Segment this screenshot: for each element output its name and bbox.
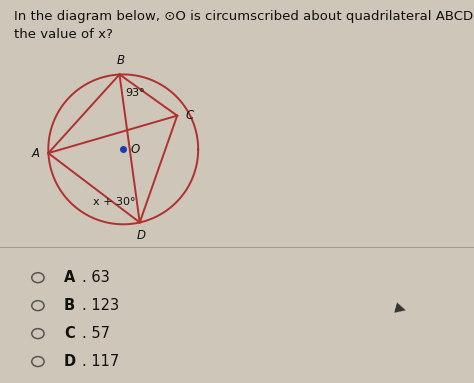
- Text: In the diagram below, ⊙O is circumscribed about quadrilateral ABCD. What is: In the diagram below, ⊙O is circumscribe…: [14, 10, 474, 23]
- Text: A: A: [64, 270, 75, 285]
- Text: . 123: . 123: [82, 298, 119, 313]
- Text: . 117: . 117: [82, 354, 119, 369]
- Text: x + 30°: x + 30°: [93, 198, 136, 208]
- Text: C: C: [185, 109, 193, 122]
- Text: D: D: [64, 354, 76, 369]
- Text: B: B: [64, 298, 75, 313]
- Text: C: C: [64, 326, 75, 341]
- Text: B: B: [117, 54, 125, 67]
- Text: . 57: . 57: [82, 326, 110, 341]
- Text: the value of x?: the value of x?: [14, 28, 113, 41]
- Text: D: D: [137, 229, 146, 242]
- Text: 93°: 93°: [126, 88, 145, 98]
- Text: ▶: ▶: [393, 300, 408, 316]
- Text: A: A: [31, 147, 39, 160]
- Text: O: O: [131, 143, 140, 156]
- Text: . 63: . 63: [82, 270, 110, 285]
